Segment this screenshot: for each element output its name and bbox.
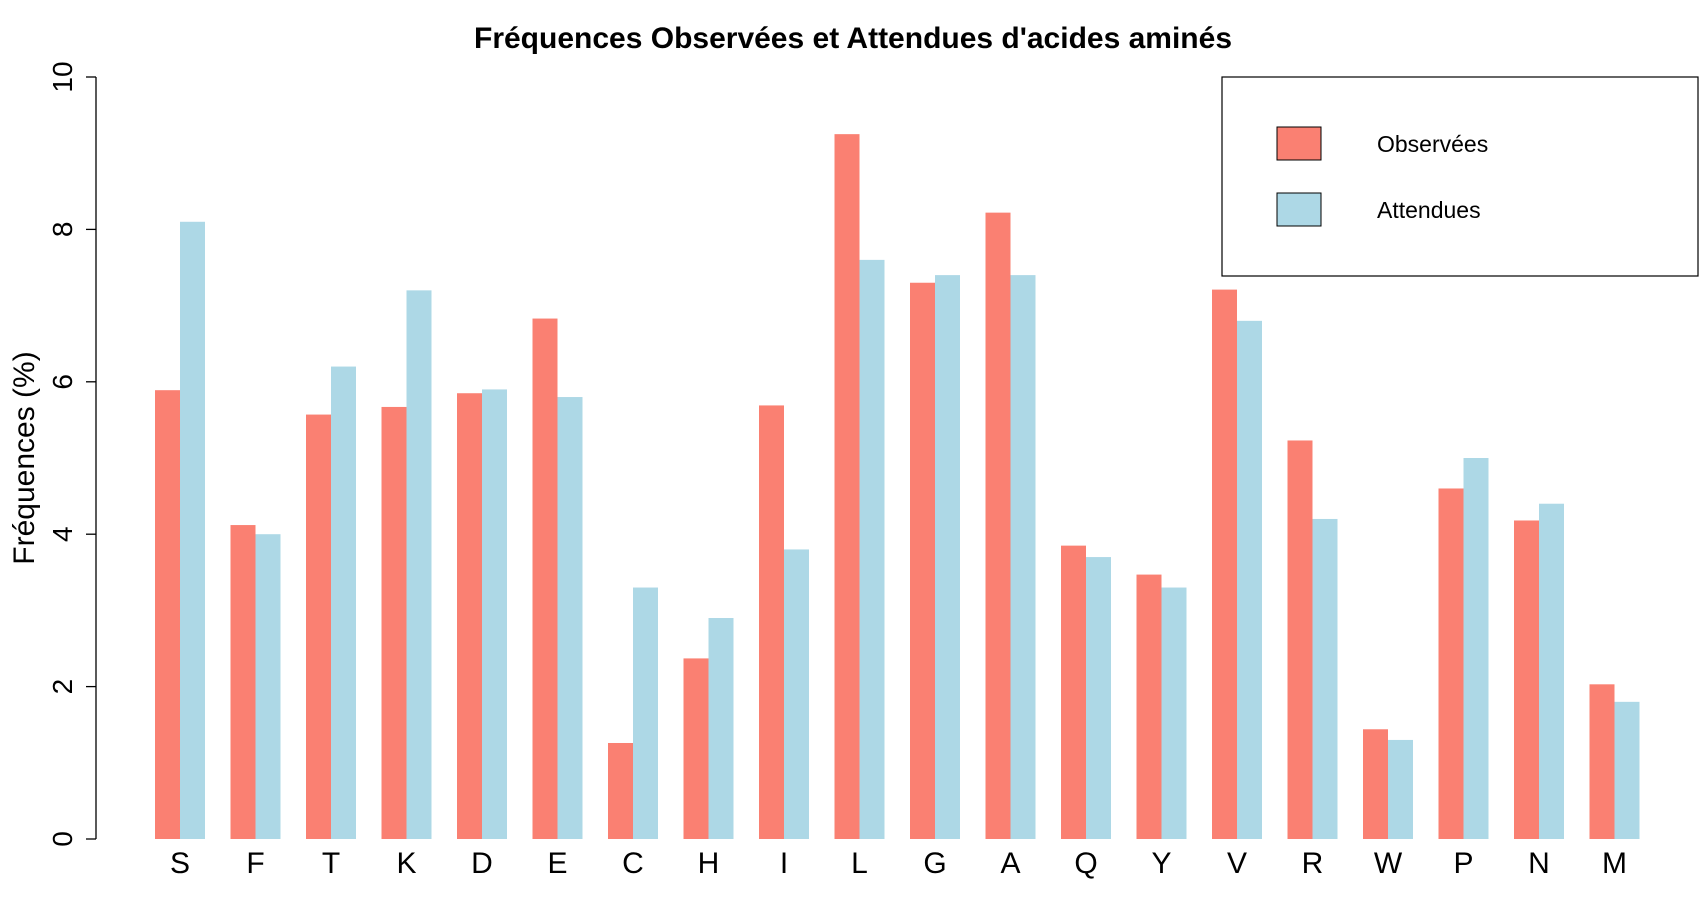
legend-swatch-attendues <box>1276 192 1322 227</box>
bar-observees-F <box>230 525 256 839</box>
x-tick-label: E <box>547 847 567 880</box>
bar-observees-G <box>910 282 935 839</box>
bar-attendues-V <box>1237 320 1262 840</box>
bar-observees-S <box>155 390 180 839</box>
x-tick-label: V <box>1227 847 1247 880</box>
x-tick-label: Q <box>1074 847 1097 880</box>
x-tick-label: C <box>622 847 644 880</box>
bar-attendues-L <box>859 259 885 839</box>
bar-attendues-C <box>633 587 658 839</box>
bar-observees-Y <box>1136 574 1162 839</box>
legend-box <box>1221 76 1699 277</box>
x-tick-label: L <box>851 847 868 880</box>
bar-attendues-D <box>482 389 507 839</box>
y-tick-label: 0 <box>47 831 78 847</box>
x-tick-label: A <box>1000 847 1020 880</box>
bar-attendues-P <box>1463 458 1489 839</box>
y-tick-label: 6 <box>47 374 78 390</box>
x-tick-label: N <box>1528 847 1550 880</box>
x-tick-label: D <box>471 847 493 880</box>
bar-attendues-F <box>255 534 281 839</box>
y-axis: 0 2 4 6 8 10 <box>47 61 97 847</box>
x-tick-label: Y <box>1151 847 1171 880</box>
bar-attendues-N <box>1539 503 1564 839</box>
x-tick-label: T <box>322 847 340 880</box>
y-tick-label: 2 <box>47 679 78 695</box>
bar-attendues-E <box>557 397 583 839</box>
bar-observees-D <box>457 393 482 839</box>
bar-attendues-T <box>331 366 356 839</box>
x-tick-label: K <box>396 847 416 880</box>
x-tick-label: P <box>1453 847 1473 880</box>
x-tick-label: I <box>780 847 788 880</box>
y-axis-label: Fréquences (%) <box>8 351 41 564</box>
x-tick-label: F <box>246 847 264 880</box>
bar-attendues-R <box>1312 518 1338 839</box>
bar-observees-Q <box>1061 545 1086 839</box>
bar-observees-K <box>381 406 407 839</box>
x-tick-label: G <box>923 847 946 880</box>
bar-observees-N <box>1514 520 1539 839</box>
x-tick-label: S <box>170 847 190 880</box>
y-tick-label: 4 <box>47 526 78 542</box>
bars <box>155 134 1640 840</box>
bar-observees-E <box>532 318 558 840</box>
bar-attendues-S <box>180 221 205 839</box>
bar-observees-V <box>1212 289 1237 839</box>
bar-attendues-I <box>784 549 809 839</box>
legend-label-observees: Observées <box>1377 131 1488 157</box>
bar-attendues-W <box>1388 739 1413 839</box>
bar-observees-T <box>306 414 331 839</box>
y-tick-label: 10 <box>47 61 78 92</box>
legend: Observées Attendues <box>1221 76 1699 277</box>
x-tick-label: H <box>698 847 720 880</box>
bar-attendues-K <box>406 290 432 839</box>
bar-observees-R <box>1287 440 1313 839</box>
bar-attendues-Y <box>1161 587 1187 839</box>
x-tick-label: R <box>1302 847 1324 880</box>
bar-attendues-A <box>1010 275 1036 839</box>
bar-observees-H <box>683 658 709 839</box>
bar-observees-M <box>1589 684 1615 839</box>
legend-label-attendues: Attendues <box>1377 197 1481 223</box>
bar-observees-C <box>608 742 633 839</box>
bar-observees-P <box>1438 488 1464 839</box>
bar-attendues-M <box>1614 701 1640 839</box>
y-tick-label: 8 <box>47 222 78 238</box>
legend-swatch-observees <box>1276 126 1322 161</box>
bar-observees-I <box>759 405 784 839</box>
bar-attendues-H <box>708 618 734 839</box>
bar-observees-A <box>985 212 1011 840</box>
x-tick-label: M <box>1602 847 1627 880</box>
bar-observees-W <box>1363 729 1388 839</box>
x-tick-label: W <box>1374 847 1403 880</box>
bar-observees-L <box>834 134 860 839</box>
bar-attendues-G <box>935 275 960 839</box>
chart-title: Fréquences Observées et Attendues d'acid… <box>474 22 1232 55</box>
bar-attendues-Q <box>1086 557 1111 839</box>
